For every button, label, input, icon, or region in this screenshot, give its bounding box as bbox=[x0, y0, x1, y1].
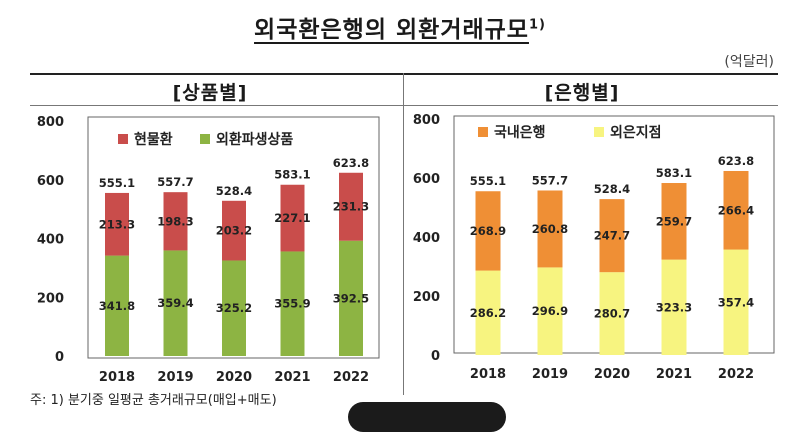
x-tick-label: 2022 bbox=[718, 367, 754, 382]
bar-segment bbox=[105, 255, 129, 356]
total-label: 528.4 bbox=[594, 182, 630, 196]
title-text: 외국환은행의 외환거래규모 bbox=[254, 17, 529, 43]
data-label: 359.4 bbox=[157, 296, 193, 310]
data-label: 266.4 bbox=[718, 203, 754, 217]
y-tick-label: 0 bbox=[431, 349, 440, 364]
total-label: 555.1 bbox=[99, 176, 135, 190]
x-tick-label: 2021 bbox=[656, 367, 692, 382]
data-label: 247.7 bbox=[594, 229, 630, 243]
data-label: 198.3 bbox=[157, 214, 193, 228]
total-label: 583.1 bbox=[656, 166, 692, 180]
data-label: 392.5 bbox=[333, 291, 369, 305]
data-label: 357.4 bbox=[718, 295, 754, 309]
bar-segment bbox=[339, 240, 363, 356]
total-label: 583.1 bbox=[274, 168, 310, 182]
right-panel-title: [은행별] bbox=[544, 82, 620, 104]
y-tick-label: 600 bbox=[37, 174, 64, 189]
data-label: 280.7 bbox=[594, 307, 630, 321]
x-tick-label: 2022 bbox=[333, 370, 369, 385]
data-label: 227.1 bbox=[274, 211, 310, 225]
unit-label: (억달러) bbox=[724, 54, 774, 70]
data-label: 325.2 bbox=[216, 301, 252, 315]
y-tick-label: 0 bbox=[55, 350, 64, 365]
bar-segment bbox=[222, 200, 246, 261]
bar-segment bbox=[475, 191, 501, 271]
x-tick-label: 2018 bbox=[99, 370, 135, 385]
bar-segment bbox=[222, 260, 246, 356]
total-label: 623.8 bbox=[718, 154, 754, 168]
y-tick-label: 800 bbox=[37, 115, 64, 130]
legend-swatch bbox=[118, 134, 128, 144]
bar-segment bbox=[599, 199, 625, 273]
charts-canvas: 0 200 400 600 800 현물환 외환파생상품 341.8 213.3 555.1 201… bbox=[37, 113, 775, 385]
total-label: 555.1 bbox=[470, 174, 506, 188]
total-label: 557.7 bbox=[532, 173, 568, 187]
bar-segment bbox=[105, 192, 129, 256]
legend-swatch bbox=[594, 127, 604, 137]
legend-label: 외은지점 bbox=[610, 124, 662, 141]
left-panel-title: [상품별] bbox=[172, 82, 248, 104]
header-rule bbox=[30, 105, 778, 106]
bar-segment bbox=[280, 251, 305, 356]
x-tick-label: 2019 bbox=[532, 367, 568, 382]
legend-label: 외환파생상품 bbox=[216, 131, 293, 148]
data-label: 341.8 bbox=[99, 299, 135, 313]
x-tick-label: 2019 bbox=[157, 370, 193, 385]
total-label: 557.7 bbox=[157, 175, 193, 189]
data-label: 213.3 bbox=[99, 217, 135, 231]
bar-segment bbox=[163, 250, 188, 356]
bar-segment bbox=[537, 190, 563, 268]
data-label: 323.3 bbox=[656, 300, 692, 314]
panel-divider bbox=[403, 73, 404, 395]
title-footnote-marker: 1) bbox=[528, 17, 546, 33]
x-tick-label: 2021 bbox=[274, 370, 310, 385]
legend-swatch bbox=[200, 134, 210, 144]
bar-segment bbox=[280, 184, 305, 252]
data-label: 259.7 bbox=[656, 214, 692, 228]
x-tick-label: 2020 bbox=[216, 370, 252, 385]
data-label: 231.3 bbox=[333, 200, 369, 214]
bar-segment bbox=[339, 172, 363, 241]
y-tick-label: 600 bbox=[413, 172, 440, 187]
legend-swatch bbox=[478, 127, 488, 137]
y-tick-label: 200 bbox=[413, 290, 440, 305]
bar-segment bbox=[475, 270, 501, 355]
data-label: 296.9 bbox=[532, 304, 568, 318]
x-tick-label: 2018 bbox=[470, 367, 506, 382]
bar-segment bbox=[723, 249, 749, 355]
y-tick-label: 400 bbox=[37, 233, 64, 248]
y-tick-label: 400 bbox=[413, 231, 440, 246]
bar-segment bbox=[661, 259, 687, 355]
legend-label: 현물환 bbox=[134, 131, 173, 148]
bar-segment bbox=[723, 170, 749, 250]
chart-title: 외국환은행의 외환거래규모1) bbox=[0, 10, 800, 44]
data-label: 286.2 bbox=[470, 306, 506, 320]
x-tick-label: 2020 bbox=[594, 367, 630, 382]
bar-segment bbox=[661, 183, 687, 260]
y-tick-label: 800 bbox=[413, 113, 440, 128]
total-label: 528.4 bbox=[216, 184, 252, 198]
bar-segment bbox=[537, 267, 563, 355]
data-label: 203.2 bbox=[216, 224, 252, 238]
data-label: 268.9 bbox=[470, 224, 506, 238]
bar-segment bbox=[163, 192, 188, 251]
y-tick-label: 200 bbox=[37, 291, 64, 306]
legend-label: 국내은행 bbox=[494, 125, 546, 141]
top-rule bbox=[30, 73, 778, 75]
overlay-pill bbox=[348, 402, 506, 432]
total-label: 623.8 bbox=[333, 156, 369, 170]
data-label: 355.9 bbox=[274, 297, 310, 311]
bar-segment bbox=[599, 272, 625, 355]
data-label: 260.8 bbox=[532, 222, 568, 236]
footnote: 주: 1) 분기중 일평균 총거래규모(매입+매도) bbox=[30, 393, 277, 408]
